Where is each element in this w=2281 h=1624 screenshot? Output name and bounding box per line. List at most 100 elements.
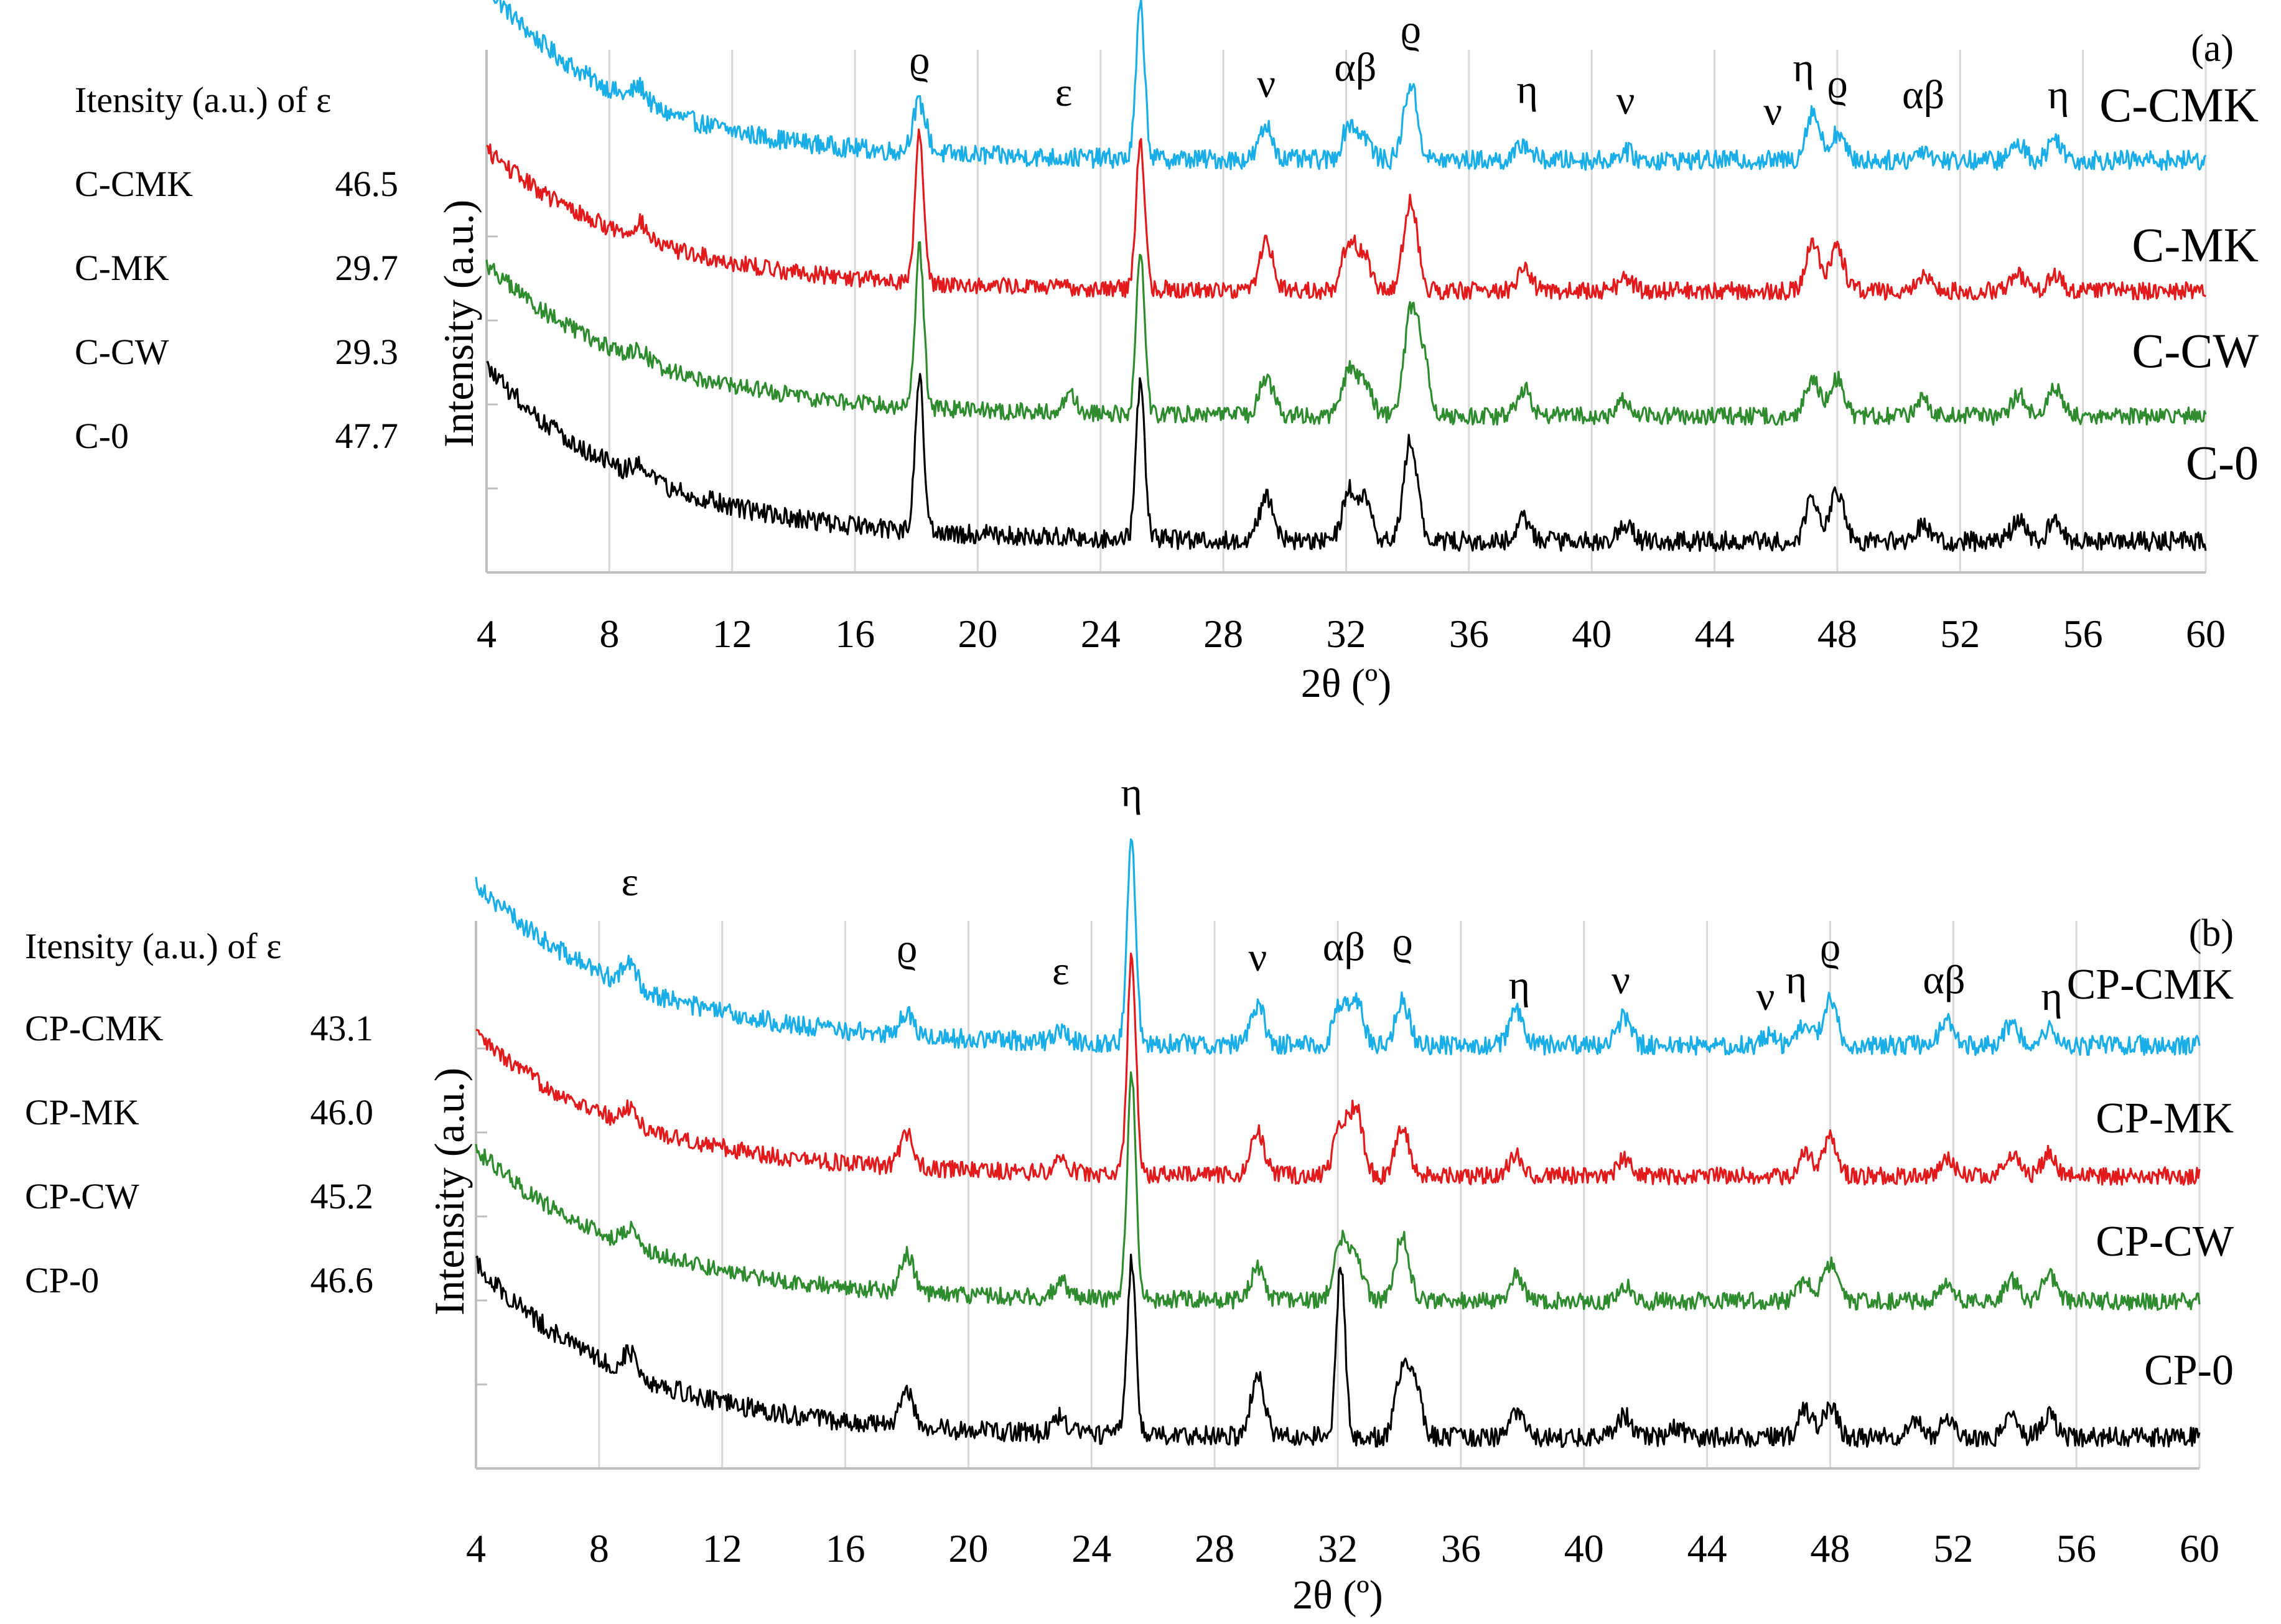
phase-annotation: η	[1509, 963, 1531, 1008]
series-label: C-CW	[2132, 324, 2259, 378]
x-tick-label: 12	[702, 1526, 742, 1570]
phase-annotation: ν	[1248, 935, 1267, 980]
x-tick-label: 20	[958, 612, 997, 656]
phase-annotation: η	[2048, 72, 2069, 118]
intensity-table-sample: CP-CMK	[25, 1008, 164, 1048]
series-line-c-cw	[485, 241, 2207, 426]
x-tick-label: 8	[589, 1526, 609, 1570]
chart-panel-a	[485, 0, 2207, 574]
series-label: CP-CW	[2096, 1218, 2234, 1266]
phase-annotation: ν	[1257, 61, 1276, 106]
phase-annotation: ε	[621, 859, 638, 905]
phase-annotation: η	[2041, 974, 2063, 1019]
phase-annotation: αβ	[1923, 958, 1965, 1003]
phase-annotation: η	[1121, 770, 1142, 816]
x-tick-label: 8	[599, 612, 619, 656]
series-label: C-0	[2186, 436, 2259, 490]
panel-label: (b)	[2189, 912, 2234, 954]
series-line-c-mk	[486, 128, 2206, 301]
phase-annotation: ε	[1055, 70, 1073, 115]
phase-annotation: ε	[632, 0, 649, 1]
x-tick-label: 60	[2186, 612, 2226, 656]
x-tick-label: 44	[1695, 612, 1735, 656]
x-tick-label: 12	[712, 612, 752, 656]
x-tick-label: 4	[477, 612, 497, 656]
series-line-cp-cw	[475, 1071, 2201, 1311]
phase-annotation: ϱ	[1392, 919, 1413, 964]
intensity-table-value: 29.7	[335, 248, 399, 288]
intensity-table-sample: CP-MK	[25, 1092, 139, 1132]
intensity-table-title: Itensity (a.u.) of ε	[25, 926, 282, 966]
x-tick-label: 24	[1071, 1526, 1111, 1570]
x-tick-label: 16	[826, 1526, 865, 1570]
x-tick-label: 44	[1687, 1526, 1727, 1570]
intensity-table-value: 43.1	[310, 1008, 374, 1048]
series-label: C-CMK	[2099, 78, 2259, 132]
x-tick-label: 56	[2056, 1526, 2096, 1570]
x-tick-label: 48	[1810, 1526, 1850, 1570]
x-tick-label: 52	[1933, 1526, 1973, 1570]
y-axis-label: Intensity (a.u.)	[435, 200, 482, 447]
phase-annotation: ν	[1612, 958, 1630, 1003]
intensity-table-sample: C-CMK	[75, 164, 193, 204]
x-tick-label: 24	[1081, 612, 1121, 656]
intensity-table-title: Itensity (a.u.) of ε	[75, 80, 332, 120]
series-label: CP-0	[2144, 1346, 2234, 1394]
phase-annotation: ϱ	[1820, 925, 1841, 970]
series-line-cp-0	[475, 1253, 2201, 1448]
y-axis-label: Intensity (a.u.)	[426, 1068, 473, 1315]
x-tick-label: 16	[835, 612, 875, 656]
x-tick-label: 52	[1940, 612, 1980, 656]
intensity-table-value: 47.7	[335, 416, 399, 456]
phase-annotation: ν	[1616, 78, 1635, 123]
intensity-table-value: 45.2	[310, 1176, 374, 1216]
x-tick-label: 60	[2180, 1526, 2219, 1570]
phase-annotation: η	[1786, 958, 1808, 1003]
phase-annotation: ϱ	[897, 926, 918, 971]
chart-panel-b	[475, 838, 2201, 1470]
series-label: CP-CMK	[2067, 961, 2234, 1009]
x-tick-label: 28	[1203, 612, 1243, 656]
series-line-cp-cmk	[475, 838, 2201, 1057]
x-tick-label: 32	[1318, 1526, 1358, 1570]
intensity-table-sample: CP-0	[25, 1260, 99, 1300]
phase-annotation: η	[1793, 45, 1814, 90]
phase-annotation: ν	[1756, 974, 1775, 1019]
x-tick-label: 40	[1572, 612, 1612, 656]
series-line-cp-mk	[475, 952, 2201, 1186]
phase-annotation: ε	[1052, 948, 1070, 994]
intensity-table-sample: CP-CW	[25, 1176, 139, 1216]
phase-annotation: ν	[1763, 88, 1782, 134]
panel-label: (a)	[2191, 27, 2234, 70]
phase-annotation: ϱ	[909, 37, 930, 83]
x-axis-label: 2θ (º)	[1301, 661, 1392, 706]
x-tick-label: 36	[1449, 612, 1489, 656]
intensity-table-value: 29.3	[335, 332, 399, 372]
intensity-table-value: 46.6	[310, 1260, 374, 1300]
series-label: C-MK	[2132, 218, 2259, 272]
intensity-table-value: 46.0	[310, 1092, 374, 1132]
x-tick-label: 40	[1564, 1526, 1604, 1570]
x-tick-label: 56	[2063, 612, 2103, 656]
x-tick-label: 36	[1441, 1526, 1481, 1570]
series-line-c-0	[486, 361, 2207, 553]
series-line-c-cmk	[492, 0, 2207, 171]
x-tick-label: 32	[1327, 612, 1366, 656]
phase-annotation: ϱ	[1400, 7, 1421, 52]
phase-annotation: αβ	[1902, 72, 1944, 118]
phase-annotation: ϱ	[1827, 62, 1848, 107]
series-label: CP-MK	[2096, 1094, 2234, 1142]
x-tick-label: 4	[466, 1526, 486, 1570]
x-tick-label: 48	[1817, 612, 1857, 656]
phase-annotation: αβ	[1323, 924, 1365, 969]
intensity-table-sample: C-CW	[75, 332, 169, 372]
phase-annotation: αβ	[1334, 45, 1376, 90]
intensity-table-sample: C-0	[75, 416, 129, 456]
x-axis-label: 2θ (º)	[1292, 1572, 1383, 1618]
intensity-table-sample: C-MK	[75, 248, 169, 288]
x-tick-label: 28	[1195, 1526, 1234, 1570]
phase-annotation: η	[1516, 67, 1538, 112]
intensity-table-value: 46.5	[335, 164, 399, 204]
x-tick-label: 20	[948, 1526, 988, 1570]
